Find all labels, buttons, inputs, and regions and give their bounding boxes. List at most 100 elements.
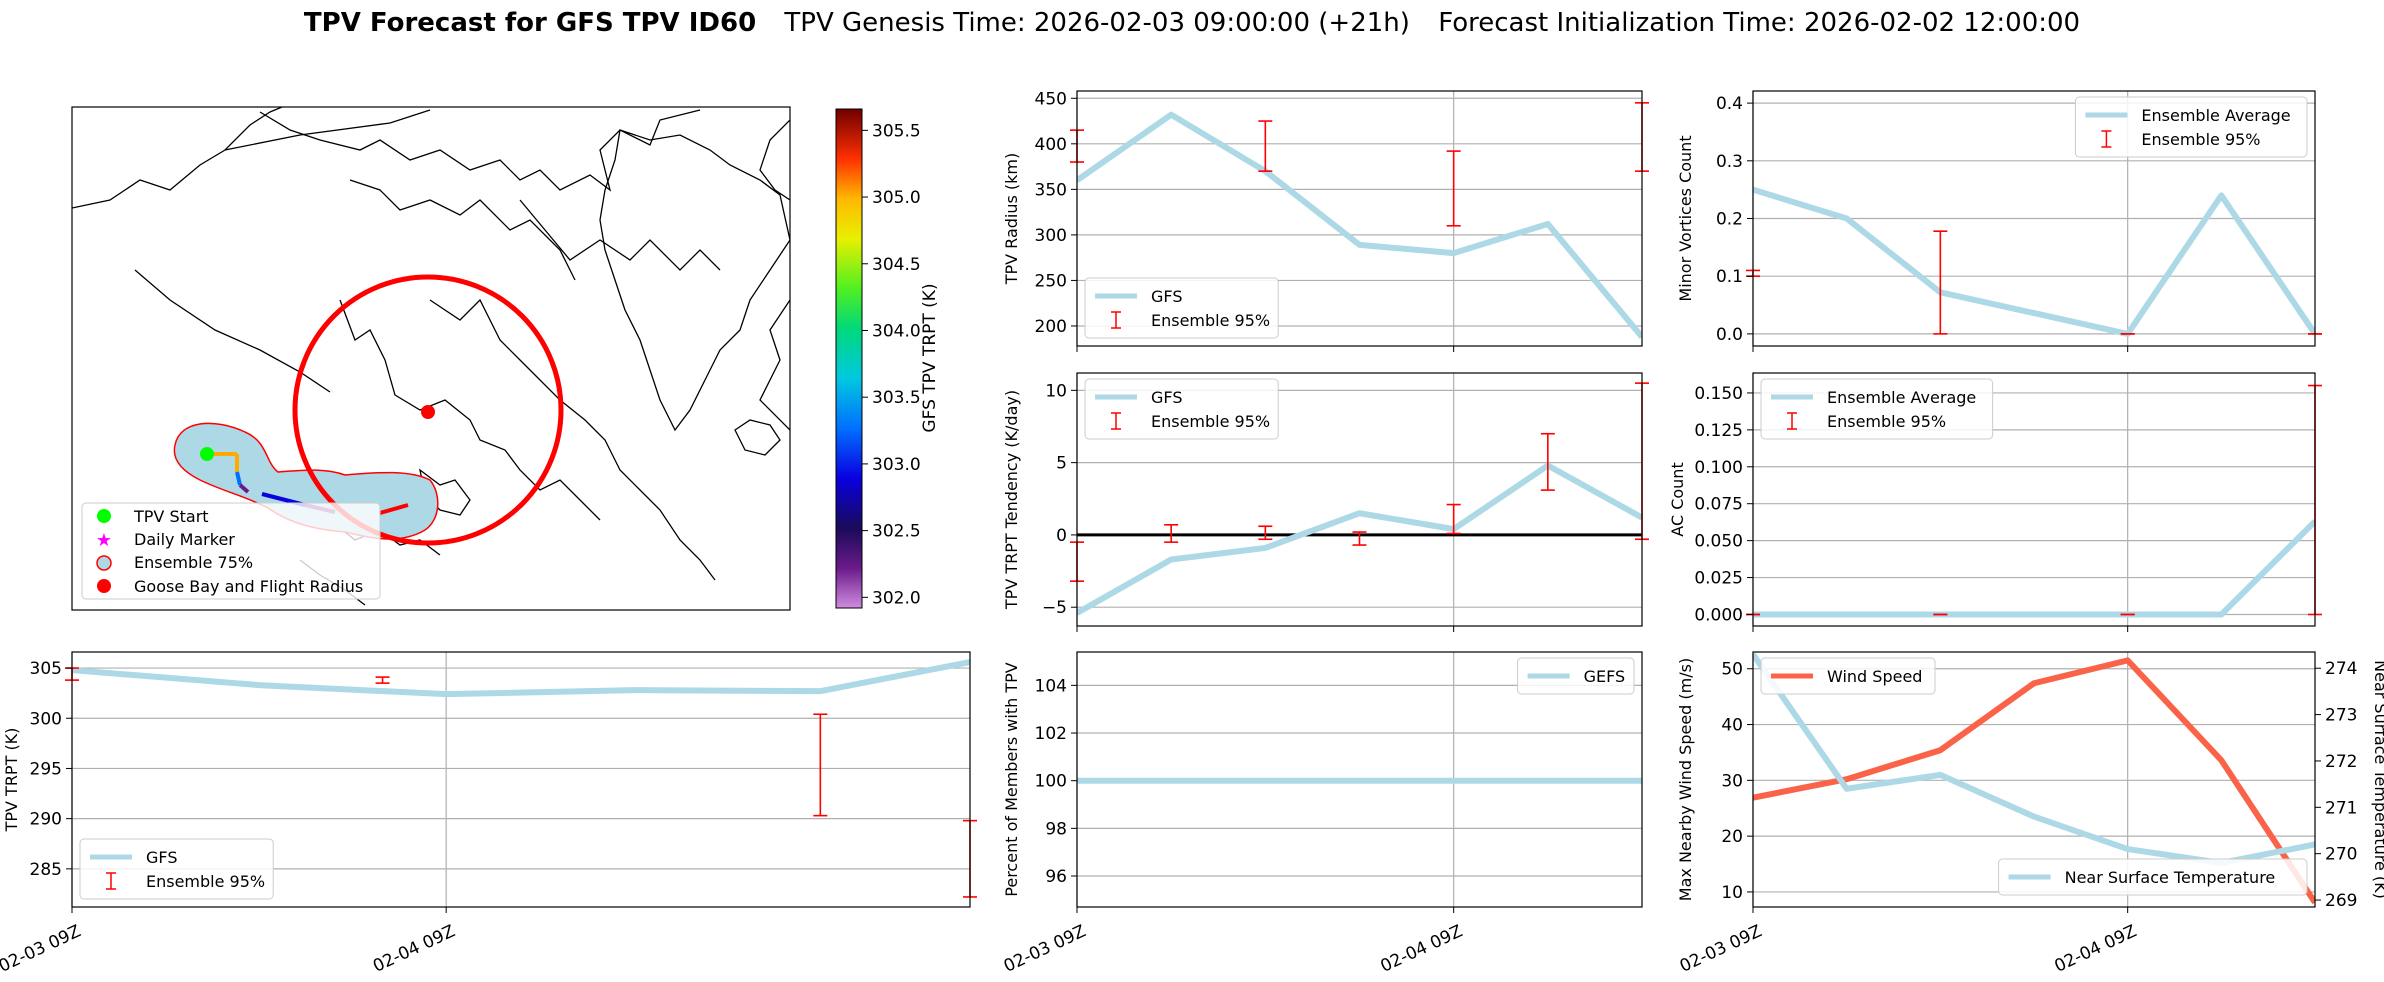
map-panel: TPV Start ★ Daily Marker Ensemble 75% Go… xyxy=(71,106,940,611)
map-legend-daily-marker: Daily Marker xyxy=(134,530,235,549)
tpv-start-marker xyxy=(200,447,214,461)
series-line-ensemble-average xyxy=(1753,519,2315,618)
y-tick-label: 104 xyxy=(1035,676,1067,696)
y2-tick-label: 270 xyxy=(2325,845,2357,865)
legend-frame xyxy=(79,838,274,900)
legend-frame xyxy=(1084,378,1279,440)
x-tick-label: 02-03 09Z xyxy=(1677,921,1765,976)
legend-frame xyxy=(1517,657,1635,695)
plot-frame xyxy=(1752,372,2316,627)
gfs-track-d xyxy=(238,483,250,494)
map-legend-goose-bay: Goose Bay and Flight Radius xyxy=(134,577,363,596)
legend-label: Ensemble 95% xyxy=(1151,412,1270,431)
plot-frame xyxy=(1076,90,1643,347)
legend: GEFS xyxy=(1517,657,1635,695)
legend-frame xyxy=(1760,657,1936,695)
y-tick-label: 250 xyxy=(1035,271,1067,291)
coastline-europe xyxy=(759,119,790,201)
title-bold: TPV Forecast for GFS TPV ID60 xyxy=(304,8,756,38)
y-tick-label: 0.4 xyxy=(1716,94,1743,114)
x-tick-label: 02-03 09Z xyxy=(0,921,84,976)
colorbar-label: GFS TPV TRPT (K) xyxy=(920,283,940,432)
y-axis-label: TPV TRPT (K) xyxy=(2,728,21,833)
errorbar xyxy=(1446,150,1461,227)
y2-tick-label: 271 xyxy=(2325,798,2357,818)
y-tick-label: 305 xyxy=(30,659,62,679)
y-axis-label: TPV TRPT Tendency (K/day) xyxy=(1002,390,1021,610)
legend: Wind Speed Near Surface Temperature xyxy=(1760,657,2308,896)
charts: 285 290 295 300 305 02-03 09Z 02-04 09Z TPV TRP… xyxy=(0,89,2384,976)
chart-wind: 10 20 30 40 50 02-03 09Z 02-04 09Z Max Nearby W… xyxy=(1676,651,2384,977)
legend-label: GEFS xyxy=(1584,667,1626,686)
map-legend: TPV Start ★ Daily Marker Ensemble 75% Go… xyxy=(81,502,381,600)
coastline-islands-2 xyxy=(349,179,576,281)
errorbar xyxy=(1164,523,1179,543)
y-tick-label: 285 xyxy=(30,860,62,880)
coastline-east xyxy=(759,299,790,431)
y-tick-label: 50 xyxy=(1721,660,1743,680)
plot-frame xyxy=(71,651,971,908)
y-axis-label: Percent of Members with TPV xyxy=(1002,662,1021,896)
y-tick-label: 350 xyxy=(1035,180,1067,200)
series-line-wind-speed xyxy=(1753,657,2315,905)
colorbar-tick-label: 305.5 xyxy=(872,121,921,141)
legend: Ensemble Average Ensemble 95% xyxy=(2074,96,2308,158)
legend-label: Ensemble 95% xyxy=(146,872,265,891)
legend-frame xyxy=(1084,277,1279,339)
y-tick-label: 100 xyxy=(1035,772,1067,792)
chart-minor: 0.0 0.1 0.2 0.3 0.4 Minor Vortices Count Ensem… xyxy=(1676,90,2322,352)
y2-tick-label: 269 xyxy=(2325,891,2357,911)
y-tick-label: 0.3 xyxy=(1716,152,1743,172)
x-tick-label: 02-04 09Z xyxy=(2051,921,2139,976)
legend-label: Near Surface Temperature xyxy=(2065,868,2276,887)
colorbar-tick-label: 303.0 xyxy=(872,455,921,475)
colorbar-tick-label: 302.0 xyxy=(872,588,921,608)
y-axis-label: Max Nearby Wind Speed (m/s) xyxy=(1676,658,1695,901)
series-line-gfs xyxy=(72,659,970,698)
y-axis-label: TPV Radius (km) xyxy=(1002,153,1021,286)
plot-frame xyxy=(1076,372,1643,627)
legend-label: Ensemble Average xyxy=(1827,388,1976,407)
plot-frame xyxy=(1076,651,1643,908)
y-tick-label: 98 xyxy=(1045,819,1067,839)
legend: GFS Ensemble 95% xyxy=(1084,277,1279,339)
y-tick-label: 40 xyxy=(1721,716,1743,736)
y-tick-label: 0.2 xyxy=(1716,210,1743,230)
errorbar xyxy=(1540,432,1555,491)
x-tick-label: 02-04 09Z xyxy=(1377,921,1465,976)
errorbar xyxy=(1258,525,1273,541)
border-line xyxy=(134,269,331,393)
coastline-hudson-bay xyxy=(339,299,601,521)
errorbar xyxy=(813,713,828,817)
y2-tick-label: 274 xyxy=(2325,659,2357,679)
legend-label: Wind Speed xyxy=(1827,667,1922,686)
y-tick-label: 5 xyxy=(1056,454,1067,474)
title-init: Forecast Initialization Time: 2026-02-02… xyxy=(1438,8,2080,38)
y-tick-label: 10 xyxy=(1045,381,1067,401)
y-tick-label: −5 xyxy=(1042,598,1067,618)
coastline-iceland xyxy=(734,419,781,456)
legend-frame xyxy=(2074,96,2308,158)
coastline-baffin xyxy=(519,199,721,271)
y-tick-label: 0.050 xyxy=(1694,532,1743,552)
y-tick-label: 0.100 xyxy=(1694,458,1743,478)
y-tick-label: 450 xyxy=(1035,89,1067,109)
colorbar-tick-label: 304.5 xyxy=(872,255,921,275)
y-tick-label: 0 xyxy=(1056,526,1067,546)
series-line-gfs xyxy=(1077,111,1642,339)
errorbar xyxy=(375,676,390,684)
plot-frame xyxy=(1752,651,2316,908)
coastline-labrador xyxy=(429,298,716,581)
y-tick-label: 290 xyxy=(30,810,62,830)
y-tick-label: 0.1 xyxy=(1716,267,1743,287)
legend-label: Ensemble 95% xyxy=(2141,130,2260,149)
y-tick-label: 0.125 xyxy=(1694,421,1743,441)
y-tick-label: 102 xyxy=(1035,724,1067,744)
y-tick-label: 295 xyxy=(30,759,62,779)
legend-frame xyxy=(1998,858,2308,896)
flight-radius-circle xyxy=(292,274,564,546)
map-legend-ensemble-75: Ensemble 75% xyxy=(134,553,253,572)
legend-label: Ensemble 95% xyxy=(1151,311,1270,330)
colorbar-tick-label: 303.5 xyxy=(872,388,921,408)
y-tick-label: 300 xyxy=(30,709,62,729)
